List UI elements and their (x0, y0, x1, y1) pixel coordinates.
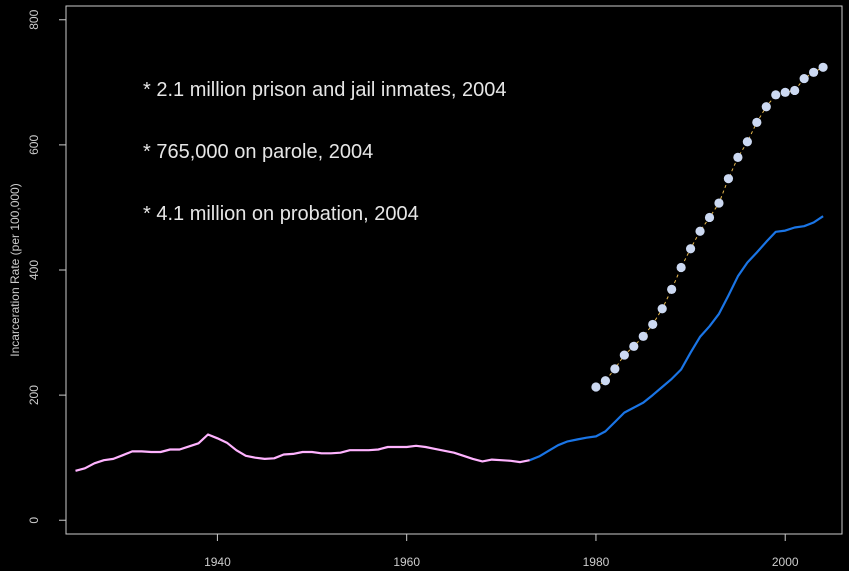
data-point (780, 87, 790, 97)
x-axis: 1940 1960 1980 2000 (204, 533, 799, 569)
data-point (742, 137, 752, 147)
annotations: * 2.1 million prison and jail inmates, 2… (143, 79, 507, 225)
x-tick-label: 1980 (583, 555, 610, 569)
data-point (723, 174, 734, 184)
data-point (704, 212, 715, 223)
data-point (809, 67, 819, 77)
data-point (676, 262, 686, 273)
data-point (685, 244, 696, 254)
x-tick-label: 1940 (204, 555, 231, 569)
data-point (629, 341, 639, 351)
data-point (638, 331, 648, 341)
data-point (790, 85, 800, 96)
data-point (619, 350, 629, 360)
annotation-text: * 765,000 on parole, 2004 (143, 141, 373, 163)
series-connector (595, 66, 824, 388)
y-tick-label: 600 (27, 135, 41, 155)
data-point (799, 73, 809, 84)
data-point (695, 226, 705, 236)
y-tick-label: 200 (27, 385, 41, 405)
series-line-0 (75, 433, 530, 472)
data-point (752, 117, 762, 127)
x-tick-label: 2000 (772, 555, 799, 569)
y-tick-label: 400 (27, 260, 41, 280)
data-point (733, 152, 743, 162)
data-point (600, 376, 611, 386)
data-point (657, 304, 667, 314)
data-point (818, 62, 828, 72)
y-tick-label: 0 (27, 517, 41, 524)
annotation-text: * 4.1 million on probation, 2004 (143, 203, 419, 225)
y-axis: 0 200 400 600 800 (27, 9, 67, 524)
data-point (648, 319, 658, 330)
data-point (761, 102, 771, 112)
y-tick-label: 800 (27, 9, 41, 29)
x-tick-label: 1960 (393, 555, 420, 569)
y-axis-label: Incarceration Rate (per 100,000) (8, 183, 22, 356)
annotation-text: * 2.1 million prison and jail inmates, 2… (143, 79, 507, 101)
data-point (714, 198, 724, 208)
data-point (667, 284, 677, 294)
data-point (591, 382, 601, 392)
series-line-1 (529, 215, 824, 462)
series-layer (75, 62, 828, 472)
data-point (771, 90, 781, 100)
data-point (610, 364, 620, 374)
